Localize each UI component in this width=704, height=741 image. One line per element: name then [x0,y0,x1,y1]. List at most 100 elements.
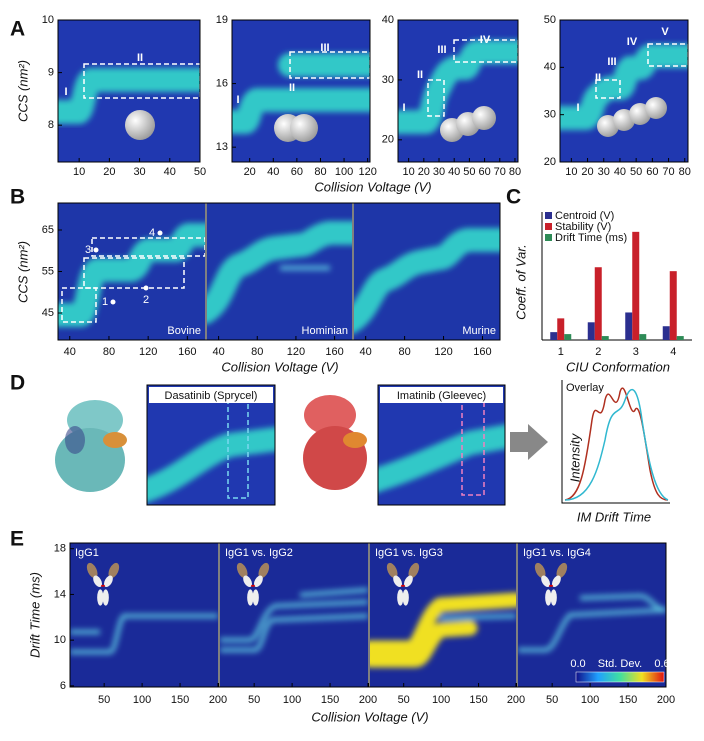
x-tick-label: 80 [509,166,521,178]
x-tick-label: 50 [398,694,410,706]
species-label: Hominian [302,325,348,337]
marker-label: 4 [149,227,155,239]
x-tick-label: 40 [164,166,176,178]
comparison-label: IgG1 vs. IgG3 [375,547,443,559]
y-tick-label: 16 [216,77,228,89]
heatmap [370,543,516,687]
y-tick-label: 8 [48,119,54,131]
bar [669,271,677,340]
overlay-plot [561,380,670,504]
x-axis-label: CIU Conformation [566,359,670,374]
x-tick-label: 200 [359,694,377,706]
panel-label: B [10,186,25,209]
x-tick-label: 60 [291,166,303,178]
y-tick-label: 65 [42,224,54,236]
colorbar [575,671,665,683]
heatmap [560,20,688,162]
marker-label: 2 [143,294,149,306]
state-label: III [607,56,616,68]
y-tick-label: 10 [54,634,66,646]
y-tick-label: 30 [382,74,394,86]
marker-label: 1 [102,296,108,308]
x-tick-label: 50 [463,166,475,178]
bar [550,332,558,340]
x-tick-label: 100 [432,694,450,706]
heatmap [518,543,666,687]
panel-label: C [506,186,521,209]
heatmap [398,20,518,162]
x-tick-label: 1 [558,346,564,358]
species-label: Bovine [167,325,201,337]
y-tick-label: 30 [544,109,556,121]
marker-label: 3 [85,244,91,256]
x-tick-label: 120 [358,166,376,178]
x-tick-label: 40 [614,166,626,178]
x-tick-label: 150 [171,694,189,706]
comparison-label: IgG1 [75,547,99,559]
heatmap [147,385,275,505]
heatmap [220,543,368,687]
x-tick-label: 20 [418,166,430,178]
drug-label: Imatinib (Gleevec) [397,390,486,402]
state-label: I [402,102,405,114]
bar [587,322,595,340]
drug-label: Dasatinib (Sprycel) [165,390,258,402]
comparison-label: IgG1 vs. IgG2 [225,547,293,559]
heatmap [232,20,370,162]
marker-dot [157,230,163,236]
x-tick-label: 40 [448,166,460,178]
panel-label: E [10,528,24,551]
x-tick-label: 80 [103,346,115,358]
x-axis-label: Collision Voltage (V) [311,709,428,724]
colorbar-tick: 0.6 [654,658,669,670]
heatmap [207,203,352,340]
y-axis-label: Drift Time (ms) [27,572,42,658]
x-axis-label: IM Drift Time [577,509,651,524]
x-tick-label: 160 [473,346,491,358]
protein-structure [55,400,127,492]
x-tick-label: 60 [646,166,658,178]
x-tick-label: 30 [133,166,145,178]
bar [594,267,602,340]
x-tick-label: 40 [212,346,224,358]
bar [564,334,572,340]
state-label: III [437,44,446,56]
legend-swatch [545,212,552,219]
bar [557,318,565,340]
marker-dot [143,285,149,291]
x-tick-label: 40 [360,346,372,358]
y-tick-label: 45 [42,307,54,319]
overlay-title: Overlay [566,382,604,394]
y-tick-label: 20 [544,156,556,168]
y-tick-label: 20 [382,134,394,146]
x-tick-label: 30 [433,166,445,178]
x-tick-label: 50 [630,166,642,178]
x-tick-label: 50 [248,694,260,706]
state-label: I [236,94,239,106]
heatmap [58,203,205,340]
bar [601,336,609,340]
state-label: II [595,72,601,84]
x-tick-label: 80 [314,166,326,178]
comparison-label: IgG1 vs. IgG4 [523,547,591,559]
x-tick-label: 4 [670,346,676,358]
x-tick-label: 50 [194,166,206,178]
heatmap [354,203,500,340]
x-axis-label: Collision Voltage (V) [221,359,338,374]
bar [639,334,647,340]
x-tick-label: 150 [469,694,487,706]
x-tick-label: 80 [679,166,691,178]
x-tick-label: 20 [103,166,115,178]
x-tick-label: 100 [283,694,301,706]
x-tick-label: 120 [434,346,452,358]
x-tick-label: 160 [325,346,343,358]
protein-structure [303,395,367,490]
legend-label: Drift Time (ms) [555,232,627,244]
bar [676,336,684,340]
y-axis-label: CCS (nm²) [15,60,30,122]
x-tick-label: 2 [595,346,601,358]
x-tick-label: 10 [73,166,85,178]
colorbar-title: Std. Dev. [598,658,642,670]
legend-swatch [545,223,552,230]
